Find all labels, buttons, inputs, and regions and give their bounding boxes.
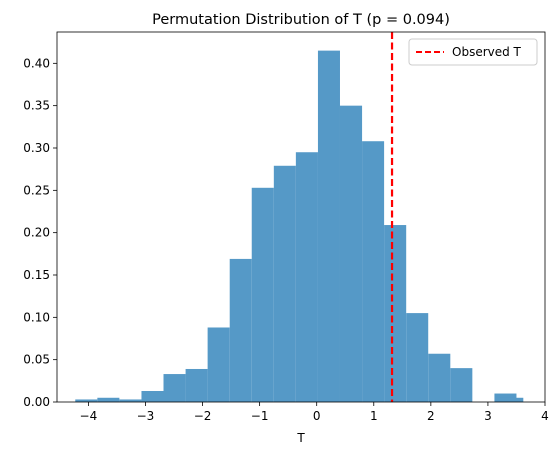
x-tick-label: −4: [80, 409, 98, 423]
histogram-bar: [498, 397, 524, 402]
x-axis-ticks: −4 −3 −2 −1 0 1 2 3 4: [80, 402, 549, 423]
x-tick-label: −3: [137, 409, 155, 423]
histogram-bar: [339, 105, 363, 403]
histogram-bar: [75, 399, 98, 402]
histogram-bar: [185, 368, 208, 402]
histogram-bar: [97, 397, 120, 402]
x-tick-label: −2: [194, 409, 212, 423]
histogram-bar: [295, 152, 318, 402]
histogram-bar: [384, 225, 407, 402]
histogram-bar: [251, 187, 274, 402]
bar-group: [75, 50, 524, 403]
legend-label: Observed T: [452, 45, 522, 59]
y-tick-label: 0.25: [23, 183, 50, 197]
y-tick-label: 0.30: [23, 141, 50, 155]
y-tick-label: 0.40: [23, 56, 50, 70]
y-tick-label: 0.05: [23, 353, 50, 367]
y-tick-label: 0.15: [23, 268, 50, 282]
chart-title: Permutation Distribution of T (p = 0.094…: [152, 12, 450, 28]
y-tick-label: 0.35: [23, 99, 50, 113]
histogram-bar: [207, 327, 230, 402]
histogram-bar: [362, 141, 385, 402]
x-tick-label: 1: [370, 409, 378, 423]
x-tick-label: −1: [251, 409, 269, 423]
y-axis-ticks: 0.00 0.05 0.10 0.15 0.20 0.25 0.30 0.35 0.40: [23, 56, 57, 409]
x-tick-label: 0: [313, 409, 321, 423]
legend-box: [408, 38, 538, 66]
y-tick-label: 0.00: [23, 395, 50, 409]
histogram-bar: [428, 353, 451, 402]
x-tick-label: 2: [427, 409, 435, 423]
y-tick-label: 0.10: [23, 310, 50, 324]
x-axis-label: T: [296, 431, 305, 445]
histogram-bar: [406, 313, 429, 402]
plot-frame: [56, 31, 546, 403]
histogram-bar: [450, 368, 473, 402]
x-tick-label: 4: [541, 409, 549, 423]
x-tick-label: 3: [484, 409, 492, 423]
legend: Observed T: [408, 38, 538, 66]
histogram-bar: [273, 165, 296, 402]
histogram-bar: [119, 399, 142, 402]
histogram-bar: [229, 258, 252, 402]
y-tick-label: 0.20: [23, 226, 50, 240]
histogram-bar: [163, 374, 186, 402]
histogram-bar: [317, 50, 340, 402]
histogram-bar: [141, 390, 164, 402]
